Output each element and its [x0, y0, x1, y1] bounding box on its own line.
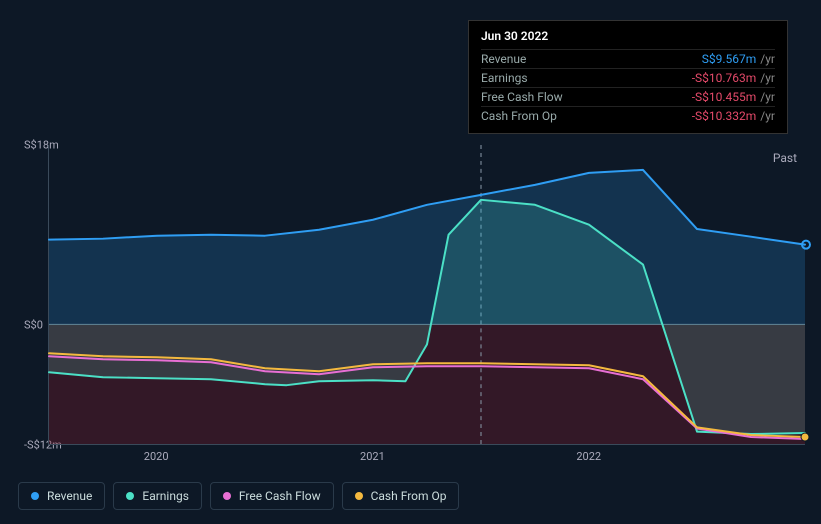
legend-dot-icon — [223, 492, 231, 500]
legend-item[interactable]: Free Cash Flow — [210, 482, 334, 510]
legend-label: Free Cash Flow — [239, 489, 321, 503]
tooltip-row-label: Earnings — [481, 71, 528, 85]
legend-dot-icon — [126, 492, 134, 500]
plot-area[interactable]: Past — [48, 145, 805, 445]
x-axis-label: 2020 — [144, 450, 169, 463]
tooltip-row: Revenue S$9.567m/yr — [481, 49, 775, 68]
x-axis-labels: 2020 2021 2022 — [48, 450, 805, 470]
legend-item[interactable]: Revenue — [18, 482, 105, 510]
y-axis-label: S$0 — [24, 319, 43, 332]
legend-label: Earnings — [142, 489, 189, 503]
x-axis-label: 2022 — [576, 450, 601, 463]
tooltip-row-value: -S$10.332m/yr — [692, 109, 775, 123]
tooltip-row-value: -S$10.763m/yr — [692, 71, 775, 85]
tooltip-row-value: S$9.567m/yr — [702, 52, 775, 66]
tooltip-date: Jun 30 2022 — [481, 29, 775, 43]
tooltip-row: Earnings -S$10.763m/yr — [481, 68, 775, 87]
chart-area: S$18mS$0-S$12m Past 202020212022 — [18, 128, 805, 468]
legend-label: Cash From Op — [371, 489, 447, 503]
legend-dot-icon — [31, 492, 39, 500]
past-label: Past — [773, 151, 797, 165]
plot-svg — [49, 145, 805, 444]
tooltip-row: Cash From Op -S$10.332m/yr — [481, 106, 775, 125]
tooltip-rows: Revenue S$9.567m/yr Earnings -S$10.763m/yr F… — [481, 49, 775, 125]
hover-tooltip: Jun 30 2022 Revenue S$9.567m/yr Earnings -S… — [468, 20, 788, 134]
legend-label: Revenue — [47, 489, 92, 503]
legend: Revenue Earnings Free Cash Flow Cash From O… — [18, 482, 459, 510]
tooltip-row-label: Cash From Op — [481, 109, 557, 123]
chart-container: Jun 30 2022 Revenue S$9.567m/yr Earnings -S… — [0, 0, 821, 524]
legend-item[interactable]: Earnings — [113, 482, 202, 510]
tooltip-row-value: -S$10.455m/yr — [692, 90, 775, 104]
legend-dot-icon — [355, 492, 363, 500]
tooltip-row-label: Free Cash Flow — [481, 90, 563, 104]
legend-item[interactable]: Cash From Op — [342, 482, 460, 510]
x-axis-label: 2021 — [360, 450, 385, 463]
tooltip-row: Free Cash Flow -S$10.455m/yr — [481, 87, 775, 106]
tooltip-row-label: Revenue — [481, 52, 526, 66]
